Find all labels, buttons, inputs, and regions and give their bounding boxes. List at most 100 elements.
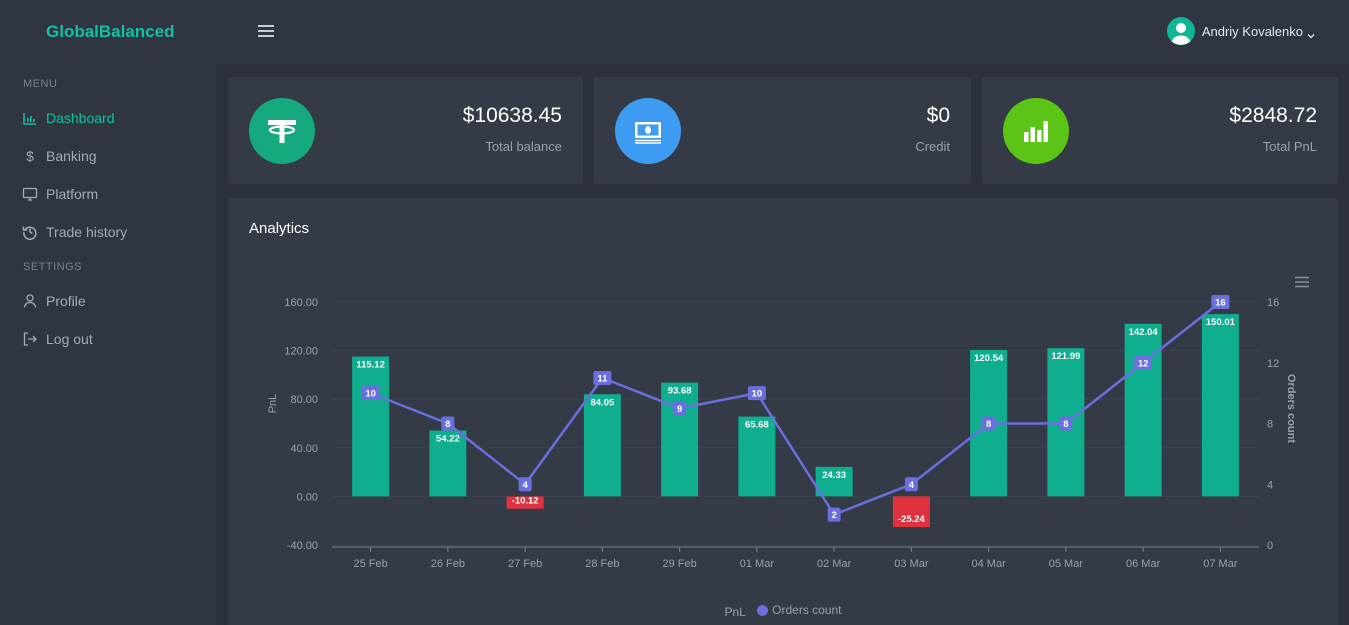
line-point[interactable] [1059, 416, 1073, 431]
tether-icon [249, 98, 315, 164]
sidebar-item-platform[interactable]: Platform [0, 175, 216, 213]
analytics-card: Analytics 10 8 4 11 9 10 2 4 8 8 12 16 115.12 54.22 -… [228, 198, 1338, 625]
sidebar-item-label: Profile [46, 293, 86, 309]
chart-legend: PnL Orders count [228, 603, 1338, 619]
bar-data-label: 142.04 [1129, 327, 1159, 338]
bar[interactable] [506, 496, 544, 509]
bar[interactable] [429, 430, 467, 497]
line-data-label: 12 [1138, 358, 1149, 369]
bar-data-label: 150.01 [1206, 317, 1236, 328]
legend-item-pnl[interactable]: PnL [724, 604, 746, 619]
y-tick-label: 120.00 [284, 346, 318, 358]
x-tick-label: 26 Feb [431, 558, 465, 570]
line-data-label: 16 [1215, 298, 1226, 309]
line-data-label: 8 [445, 419, 450, 430]
line-data-label: 4 [522, 480, 528, 491]
sidebar-item-label: Log out [46, 331, 93, 347]
line-point[interactable] [593, 370, 612, 385]
x-tick-label: 07 Mar [1203, 558, 1238, 570]
hamburger-icon[interactable] [256, 22, 276, 40]
line-point[interactable] [673, 401, 687, 416]
sidebar-item-label: Platform [46, 186, 99, 202]
line-point[interactable] [904, 477, 918, 492]
line-point[interactable] [1134, 355, 1153, 370]
bar-data-label: -25.24 [898, 514, 926, 525]
analytics-chart: 10 8 4 11 9 10 2 4 8 8 12 16 115.12 54.22 -10.12 84.05… [267, 295, 1297, 570]
line-data-label: 11 [597, 373, 608, 384]
bar[interactable] [583, 394, 621, 497]
top-bar: Andriy Kovalenko [216, 0, 1349, 64]
line-point[interactable] [982, 416, 996, 431]
line-data-label: 2 [831, 510, 836, 521]
line-point[interactable] [441, 416, 455, 431]
bar[interactable] [1124, 323, 1162, 497]
x-tick-label: 01 Mar [740, 558, 775, 570]
line-data-label: 9 [677, 404, 682, 415]
line-data-label: 4 [909, 480, 915, 491]
y2-axis-title: Orders count [1285, 374, 1297, 443]
line-data-label: 8 [986, 419, 991, 430]
orders-count-line [370, 301, 1222, 517]
y-tick-label: 40.00 [290, 443, 318, 455]
bar-data-label: -10.12 [512, 496, 539, 507]
y2-tick-label: 12 [1267, 358, 1279, 370]
x-tick-label: 04 Mar [972, 558, 1007, 570]
bar[interactable] [1201, 314, 1239, 497]
bar[interactable] [738, 416, 776, 497]
settings-nav: Profile Log out [0, 282, 216, 358]
bar[interactable] [892, 496, 930, 528]
menu-section-title: MENU [23, 78, 58, 90]
y2-tick-label: 4 [1267, 479, 1273, 491]
user-menu[interactable]: Andriy Kovalenko [1166, 17, 1315, 45]
stat-value: $10638.45 [462, 104, 562, 127]
sidebar-item-banking[interactable]: $ Banking [0, 137, 216, 175]
sidebar-item-label: Trade history [46, 224, 128, 240]
stat-card-total-balance: $10638.45 Total balance [228, 77, 583, 184]
line-point[interactable] [361, 386, 380, 401]
line-point[interactable] [518, 477, 532, 492]
line-point[interactable] [1211, 295, 1230, 309]
line-point[interactable] [827, 507, 841, 522]
line-data-label: 10 [365, 389, 376, 400]
x-tick-label: 03 Mar [894, 558, 929, 570]
bar-data-label: 115.12 [356, 360, 385, 371]
logout-icon [22, 331, 38, 347]
brand-logo[interactable]: GlobalBalanced [46, 22, 175, 41]
x-tick-label: 05 Mar [1049, 558, 1084, 570]
stat-card-credit: $0 Credit [594, 77, 971, 184]
bar-chart-icon [1003, 98, 1069, 164]
settings-section-title: SETTINGS [23, 261, 83, 273]
sidebar-item-logout[interactable]: Log out [0, 320, 216, 358]
cash-icon [615, 98, 681, 164]
legend-dot-icon [757, 604, 769, 616]
bar-data-label: 121.99 [1051, 351, 1080, 362]
stat-value: $0 [926, 104, 950, 127]
analytics-title: Analytics [249, 220, 310, 237]
user-icon [22, 293, 38, 309]
line-point[interactable] [747, 386, 766, 401]
user-name: Andriy Kovalenko [1201, 23, 1303, 39]
sidebar-item-trade-history[interactable]: Trade history [0, 213, 216, 251]
legend-item-orders-count[interactable]: Orders count [755, 603, 843, 617]
history-icon [22, 224, 38, 240]
bar-data-label: 65.68 [745, 420, 769, 431]
line-data-label: 10 [752, 389, 763, 400]
svg-text:$: $ [26, 148, 34, 164]
stat-label: Credit [915, 139, 950, 154]
y-tick-label: 160.00 [284, 297, 318, 309]
sidebar: GlobalBalanced MENU Dashboard $ Banking … [0, 0, 216, 625]
bar-data-label: 54.22 [436, 434, 460, 445]
y-tick-label: 0.00 [297, 491, 318, 503]
bar[interactable] [661, 382, 699, 497]
line-data-label: 8 [1063, 419, 1068, 430]
y-tick-label: 80.00 [290, 394, 318, 406]
x-tick-label: 02 Mar [817, 558, 852, 570]
x-tick-label: 25 Feb [354, 558, 388, 570]
sidebar-item-profile[interactable]: Profile [0, 282, 216, 320]
bar[interactable] [815, 466, 853, 497]
sidebar-item-dashboard[interactable]: Dashboard [0, 99, 216, 137]
bar[interactable] [352, 356, 390, 497]
chart-menu-icon[interactable] [1294, 275, 1310, 288]
bar-chart-icon [22, 110, 38, 126]
stat-label: Total PnL [1262, 139, 1317, 154]
